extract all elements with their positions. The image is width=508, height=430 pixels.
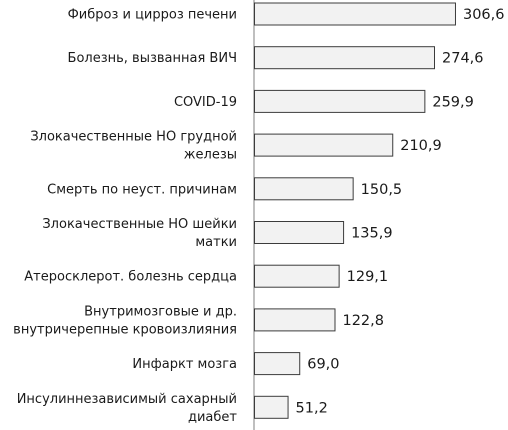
bar-0 <box>254 2 456 26</box>
value-label-3: 210,9 <box>400 138 442 154</box>
bar-4 <box>254 177 354 201</box>
value-label-6: 129,1 <box>347 269 389 285</box>
value-label-1: 274,6 <box>442 51 484 67</box>
bar-7 <box>254 308 336 332</box>
category-label-2: COVID-19 <box>174 95 237 110</box>
category-label-1: Болезнь, вызванная ВИЧ <box>68 51 237 66</box>
value-label-0: 306,6 <box>463 7 505 23</box>
bar-6 <box>254 264 340 288</box>
category-label-9-line-1: диабет <box>188 410 237 425</box>
bar-8 <box>254 352 301 376</box>
category-label-6: Атеросклерот. болезнь сердца <box>24 270 237 285</box>
value-label-4: 150,5 <box>361 182 403 198</box>
category-label-3-line-0: Злокачественные НО грудной <box>30 130 237 145</box>
category-label-5-line-1: матки <box>195 235 237 250</box>
value-label-9: 51,2 <box>296 400 328 416</box>
category-label-0: Фиброз и цирроз печени <box>68 8 237 23</box>
value-label-5: 135,9 <box>351 226 393 242</box>
category-labels-group: Фиброз и цирроз печени Болезнь, вызванная… <box>13 8 237 425</box>
value-label-2: 259,9 <box>432 94 474 110</box>
bar-5 <box>254 221 345 244</box>
bars-group <box>254 2 456 419</box>
category-label-8: Инфаркт мозга <box>132 357 237 372</box>
category-label-3-line-1: железы <box>184 148 237 163</box>
category-label-7-line-0: Внутримозговые и др. <box>84 304 237 319</box>
category-label-9-line-0: Инсулиннезависимый сахарный <box>17 392 237 407</box>
category-label-4: Смерть по неуст. причинам <box>47 182 237 197</box>
value-label-7: 122,8 <box>342 313 384 329</box>
value-labels-group: 306,6 274,6 259,9 210,9 150,5 135,9 129,1 122,8… <box>296 7 505 416</box>
bar-1 <box>254 46 436 70</box>
bar-3 <box>254 133 394 157</box>
category-label-5-line-0: Злокачественные НО шейки <box>42 217 237 232</box>
bar-2 <box>254 89 426 113</box>
category-label-7-line-1: внутричерепные кровоизлияния <box>13 322 237 337</box>
value-label-8: 69,0 <box>307 357 339 373</box>
bar-9 <box>254 395 289 419</box>
